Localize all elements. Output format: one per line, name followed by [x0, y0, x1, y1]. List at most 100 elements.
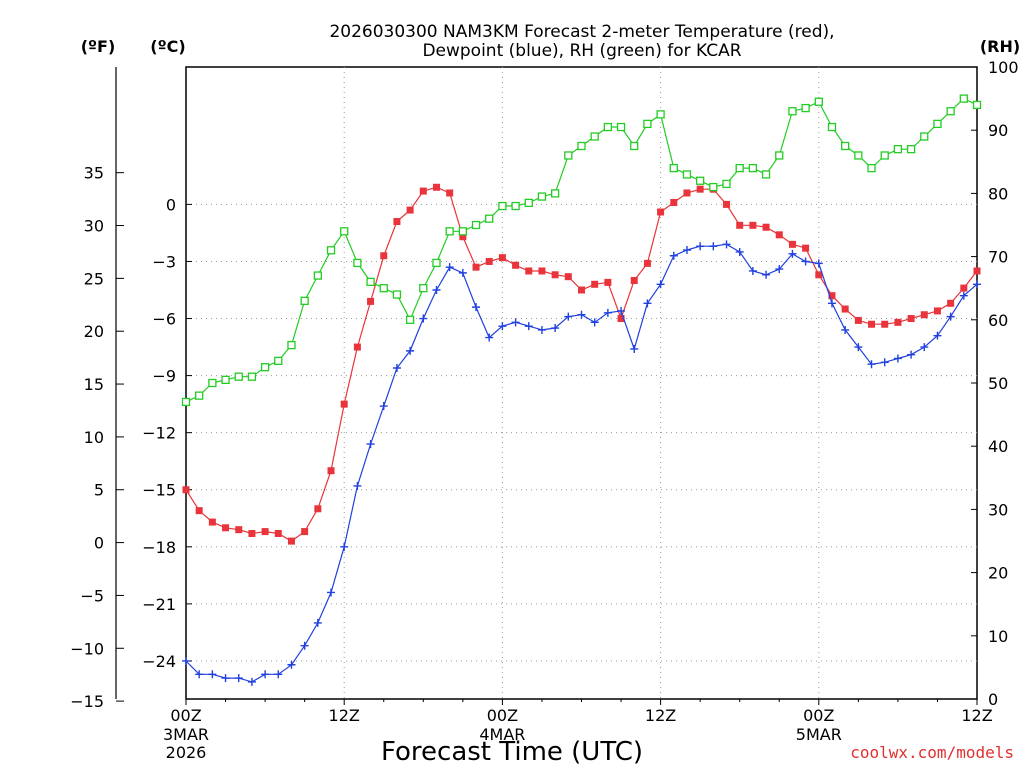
- chart-title-line1: 2026030300 NAM3KM Forecast 2-meter Tempe…: [329, 22, 834, 42]
- rh-point: [564, 151, 573, 160]
- temperature-point: [459, 233, 467, 241]
- rh-point: [445, 227, 454, 236]
- rh-point: [696, 176, 705, 185]
- temperature-point: [933, 307, 941, 315]
- temperature-point: [485, 257, 493, 265]
- dewpoint-point: [893, 354, 902, 363]
- temperature-point: [736, 221, 744, 229]
- rh-tick-label: 40: [988, 437, 1008, 456]
- dewpoint-point: [643, 299, 652, 308]
- celsius-tick-label: 0: [166, 195, 176, 214]
- temperature-point: [525, 267, 533, 275]
- temperature-point: [788, 240, 796, 248]
- temperature-point: [235, 526, 243, 534]
- rh-point: [485, 214, 494, 223]
- rh-point: [353, 258, 362, 268]
- fahrenheit-tick-label: −10: [70, 639, 104, 658]
- rh-point: [405, 315, 415, 324]
- temperature-point: [868, 320, 876, 328]
- temperature-point: [314, 505, 322, 513]
- temperature-point: [960, 284, 968, 292]
- temperature-point: [591, 280, 599, 288]
- fahrenheit-tick-label: 25: [84, 269, 104, 288]
- temperature-point: [683, 189, 691, 197]
- dewpoint-point: [524, 322, 533, 331]
- dewpoint-point: [274, 670, 283, 679]
- temperature-point: [749, 221, 757, 229]
- temperature-point: [432, 183, 440, 191]
- rh-point: [419, 284, 428, 293]
- rh-point: [221, 375, 230, 384]
- fahrenheit-tick-label: 10: [84, 428, 104, 447]
- dewpoint-point: [973, 280, 981, 289]
- temperature-point: [393, 218, 401, 226]
- celsius-tick-label: −24: [142, 652, 176, 671]
- rh-point: [946, 107, 955, 116]
- rh-point: [300, 296, 309, 305]
- dewpoint-point: [775, 265, 784, 274]
- rh-point: [735, 163, 744, 173]
- dewpoint-point: [762, 270, 771, 279]
- dewpoint-point: [551, 324, 560, 333]
- rh-point: [287, 340, 296, 350]
- temperature-point: [367, 297, 375, 305]
- rh-tick-label: 90: [988, 121, 1008, 140]
- x-axis-title: Forecast Time (UTC): [381, 737, 643, 767]
- rh-point: [616, 122, 626, 132]
- rh-point: [669, 163, 678, 173]
- dewpoint-point: [735, 247, 744, 256]
- dewpoint-point: [195, 670, 204, 679]
- celsius-tick-label: −3: [152, 252, 176, 271]
- rh-point: [550, 189, 560, 198]
- temperature-point: [841, 305, 849, 313]
- rh-point: [260, 363, 270, 372]
- dewpoint-point: [261, 670, 270, 679]
- dewpoint-point: [867, 360, 876, 369]
- temperature-line: [185, 186, 978, 542]
- dewpoint-point: [300, 641, 309, 650]
- rh-tick-label: 60: [988, 311, 1008, 330]
- rh-point: [933, 119, 942, 129]
- dewpoint-point: [603, 308, 612, 317]
- celsius-tick-label: −18: [142, 538, 176, 557]
- rh-point: [392, 290, 402, 299]
- temperature-point: [947, 299, 955, 307]
- temperature-point: [775, 231, 783, 239]
- rh-point: [920, 132, 929, 141]
- rh-point: [274, 356, 283, 366]
- time-tick-date: 4MAR: [479, 725, 525, 744]
- rh-point: [208, 378, 217, 388]
- fahrenheit-axis: 35 30 25 20 15 10 5 0 −5 −10 −15: [70, 164, 124, 711]
- rh-unit-label: (RH): [980, 37, 1020, 56]
- dewpoint-point: [748, 266, 757, 275]
- fahrenheit-tick-label: −5: [80, 586, 104, 605]
- rh-tick-label: 10: [988, 627, 1008, 646]
- temperature-point: [578, 286, 585, 294]
- dewpoint-point: [959, 291, 968, 300]
- dewpoint-point: [221, 674, 230, 683]
- dewpoint-point: [247, 677, 256, 686]
- temperature-point: [815, 271, 823, 279]
- rh-point: [906, 145, 916, 154]
- dewpoint-point: [696, 242, 705, 251]
- temperature-point: [670, 198, 678, 206]
- fahrenheit-tick-label: 30: [84, 217, 104, 236]
- time-tick-label: 00Z: [487, 706, 518, 725]
- rh-point: [458, 227, 468, 236]
- series-layer: [181, 94, 982, 686]
- temperature-point: [604, 278, 612, 286]
- dewpoint-point: [234, 674, 243, 683]
- temperature-point: [406, 206, 414, 214]
- rh-point: [326, 246, 336, 255]
- dewpoint-point: [419, 314, 428, 323]
- temperature-point: [274, 529, 282, 537]
- celsius-tick-label: −15: [142, 481, 176, 500]
- rh-point: [709, 182, 718, 192]
- celsius-tick-label: −21: [142, 595, 176, 614]
- rh-point: [313, 271, 322, 280]
- rh-point: [788, 107, 797, 116]
- dewpoint-point: [287, 660, 296, 669]
- dewpoint-point: [656, 280, 665, 289]
